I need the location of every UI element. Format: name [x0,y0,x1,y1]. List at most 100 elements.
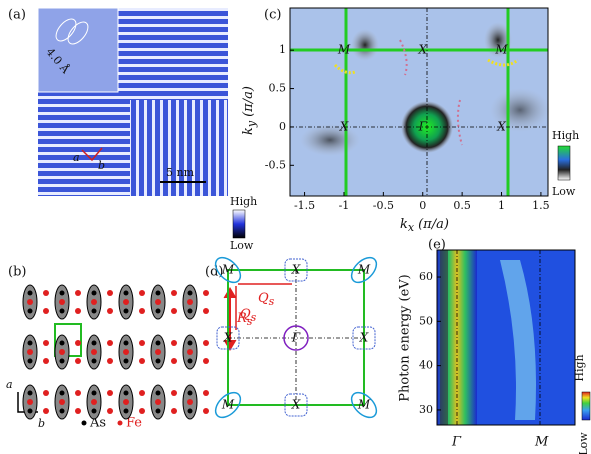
legend-fe-dot [118,421,123,426]
fe-atom [107,308,113,314]
symmetry-label: M [221,263,235,277]
fe-atom [139,308,145,314]
fe-atom [171,308,177,314]
as-atom [188,341,193,346]
fe-atom [203,340,209,346]
fe-atom [59,399,65,405]
as-atom [156,391,161,396]
y-tick-label: 30 [419,403,433,416]
fe-atom [139,408,145,414]
as-atom [60,309,65,314]
as-atom [188,409,193,414]
as-atom [92,409,97,414]
colorbar-high: High [573,354,586,381]
panel-a: (a) 4.0 Å 5 nm a b High Low [8,8,257,253]
as-atom [60,391,65,396]
fe-atom [203,308,209,314]
panel-label: (a) [8,8,26,23]
fe-atom [43,340,49,346]
fe-atom [27,399,33,405]
as-atom [28,309,33,314]
y-tick-label: -0.5 [265,158,286,171]
axis-label: b [38,417,45,430]
fe-atom [43,390,49,396]
as-atom [156,341,161,346]
x-label: M [534,435,549,450]
panel-label: (c) [264,8,281,23]
x-tick-label: 1.5 [532,199,550,212]
fe-atom [171,390,177,396]
fe-atom [59,299,65,305]
symmetry-label: Γ [291,331,301,345]
panel-c: (c) High Low kx(π/a) ky(π/a) -1.5-1-0.50… [241,8,580,235]
as-atom [92,309,97,314]
symmetry-label: M [357,263,371,277]
symmetry-label: M [221,398,235,412]
fe-atom [75,308,81,314]
symmetry-label: M [337,43,351,57]
fe-atom [171,408,177,414]
axis-label: a [6,378,13,391]
fe-atom [27,349,33,355]
as-atom [156,309,161,314]
fe-atom [171,290,177,296]
x-tick-label: -1 [339,199,350,212]
intensity [300,124,360,156]
as-atom [92,341,97,346]
symmetry-label: X [496,119,506,133]
fe-atom [203,358,209,364]
symmetry-label: M [357,398,371,412]
fe-atom [107,358,113,364]
x-tick-label: 1 [498,199,505,212]
symmetry-label: X [339,119,349,133]
as-atom [28,409,33,414]
y-tick-label: 1 [279,43,286,56]
panel-b: (b) Rs a b As Fe [6,265,253,431]
fe-atom [187,399,193,405]
panel-label: (d) [205,265,223,280]
fe-atom [155,349,161,355]
fe-atom [75,358,81,364]
x-label: Γ [451,435,462,450]
as-atom [28,341,33,346]
colorbar-high: High [552,129,579,142]
fe-atom [91,399,97,405]
fe-atom [59,349,65,355]
fe-atom [203,290,209,296]
fe-atom [203,390,209,396]
as-atom [124,391,129,396]
fe-atom [43,308,49,314]
as-atom [60,409,65,414]
x-tick-label: 0 [419,199,426,212]
as-atom [124,409,129,414]
fe-atom [123,399,129,405]
figure: (a) 4.0 Å 5 nm a b High Low (c) H [0,0,591,454]
legend-as-dot [82,421,87,426]
colorbar [582,392,590,420]
y-tick-label: 0 [279,120,286,133]
y-axis-label: Photon energy (eV) [398,274,413,402]
colorbar [558,146,570,180]
qs-label: Qs [258,291,275,309]
colorbar-low: Low [230,239,254,252]
fe-atom [27,299,33,305]
as-atom [156,409,161,414]
fe-atom [107,390,113,396]
qs-label: Qs [240,307,257,325]
fe-atom [139,390,145,396]
x-tick-label: -0.5 [373,199,394,212]
symmetry-label: X [359,331,369,345]
as-atom [124,291,129,296]
as-atom [188,291,193,296]
as-atom [28,391,33,396]
as-atom [28,359,33,364]
as-atom [124,309,129,314]
colorbar-high: High [230,195,257,208]
colorbar-low: Low [577,432,590,454]
fe-atom [43,358,49,364]
symmetry-label: X [291,263,301,277]
panel-e: (e) Photon energy (eV) Γ M High Low 3040… [398,238,591,454]
fe-atom [75,340,81,346]
band-edge [440,250,448,425]
